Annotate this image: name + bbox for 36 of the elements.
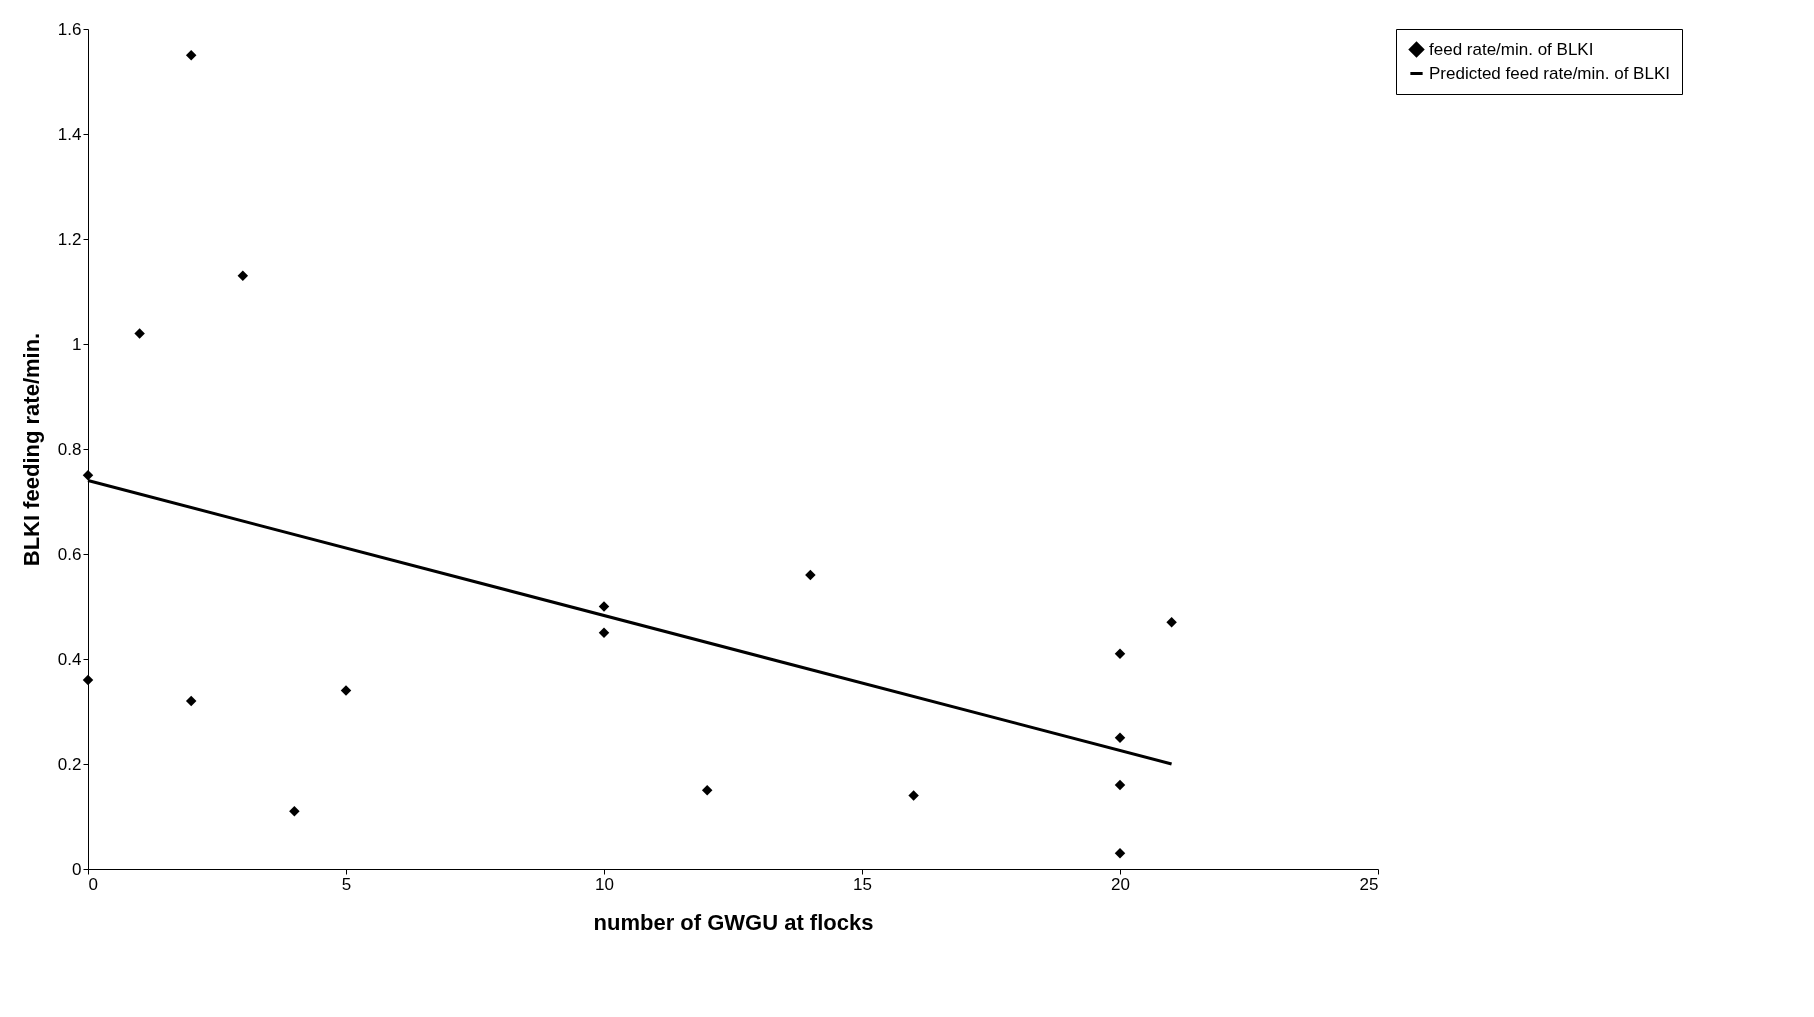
legend-label: Predicted feed rate/min. of BLKI bbox=[1429, 63, 1670, 83]
x-tick-label: 20 bbox=[1111, 874, 1130, 894]
point bbox=[598, 601, 610, 612]
x-tick-label: 10 bbox=[595, 874, 614, 894]
y-tick-label: 0 bbox=[72, 859, 82, 879]
point bbox=[598, 627, 610, 638]
x-tick-label: 5 bbox=[341, 874, 352, 894]
x-tick-label: 15 bbox=[853, 874, 872, 894]
point bbox=[1114, 648, 1126, 659]
point bbox=[82, 674, 94, 686]
y-tick-label: 0.6 bbox=[57, 544, 82, 564]
point bbox=[701, 785, 713, 796]
y-tick-label: 0.4 bbox=[57, 649, 82, 669]
point bbox=[185, 695, 197, 707]
point bbox=[805, 569, 816, 581]
legend-label: feed rate/min. of BLKI bbox=[1429, 39, 1594, 59]
point bbox=[340, 685, 352, 696]
y-tick-label: 1.4 bbox=[57, 124, 82, 144]
point bbox=[1114, 848, 1126, 859]
y-tick-label: 0.2 bbox=[57, 754, 82, 774]
x-tick-label: 25 bbox=[1359, 874, 1379, 894]
point bbox=[185, 50, 197, 61]
point bbox=[237, 270, 249, 281]
point bbox=[134, 328, 145, 339]
y-tick-label: 1 bbox=[72, 334, 82, 354]
y-tick-label: 1.2 bbox=[57, 229, 82, 249]
y-axis-title: BLKI feeding rate/min. bbox=[18, 332, 44, 567]
x-tick-label: 0 bbox=[88, 874, 98, 894]
point bbox=[1114, 779, 1126, 791]
x-axis-title: number of GWGU at flocks bbox=[593, 909, 874, 935]
point bbox=[1166, 617, 1177, 628]
y-tick-label: 0.8 bbox=[57, 439, 82, 459]
y-tick-label: 1.6 bbox=[57, 19, 82, 39]
point bbox=[1114, 732, 1126, 743]
point bbox=[289, 806, 300, 817]
point bbox=[908, 790, 919, 801]
